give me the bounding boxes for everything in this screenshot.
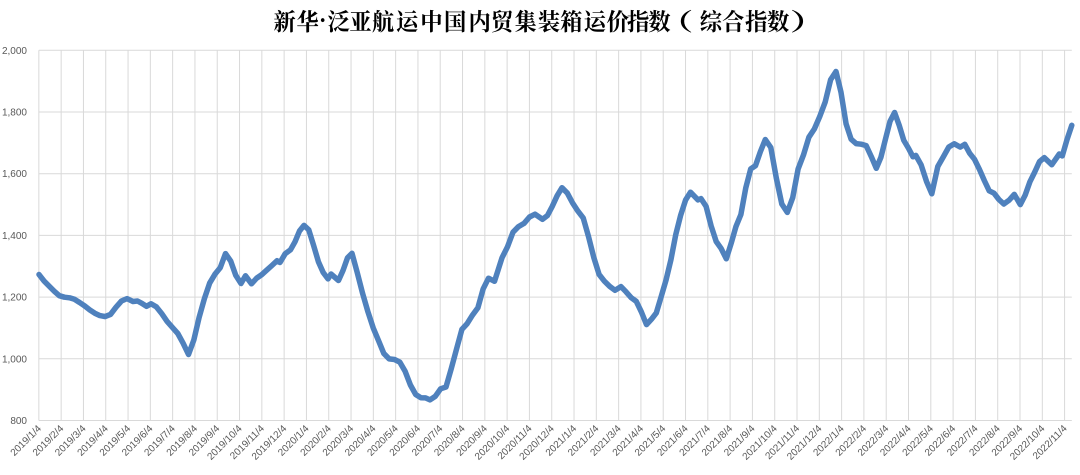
svg-text:1,200: 1,200 [2,293,27,304]
svg-text:1,000: 1,000 [2,354,27,365]
svg-text:2,000: 2,000 [2,46,27,57]
svg-text:1,400: 1,400 [2,231,27,242]
svg-text:1,800: 1,800 [2,108,27,119]
svg-text:1,600: 1,600 [2,169,27,180]
svg-text:800: 800 [10,416,27,427]
